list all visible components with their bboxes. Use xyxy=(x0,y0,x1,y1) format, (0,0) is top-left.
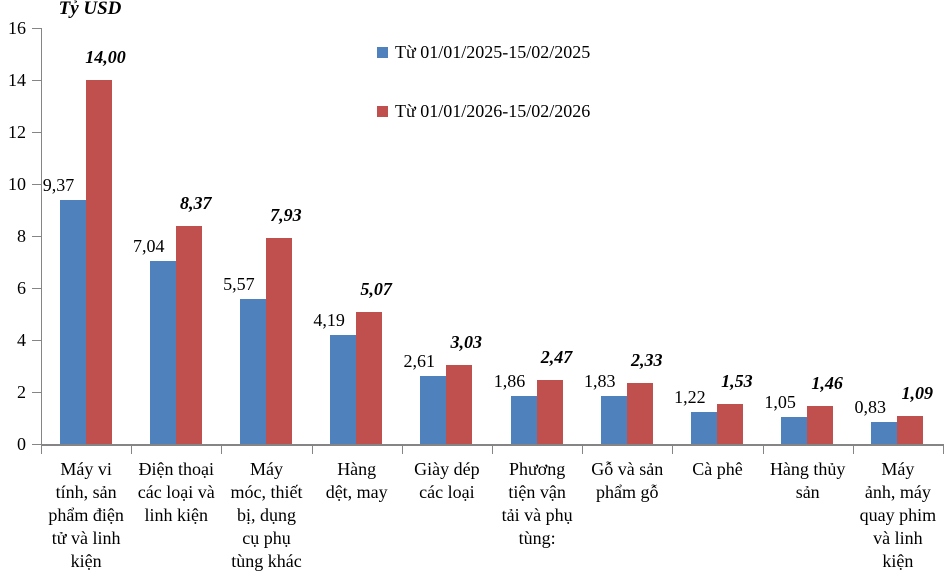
category-axis-label: Giày dép các loại xyxy=(414,459,480,502)
bar-value-label: 2,47 xyxy=(540,346,573,367)
bar-value-label: 0,83 xyxy=(854,397,887,418)
y-axis-tick-label: 10 xyxy=(8,174,26,194)
bar xyxy=(330,335,357,444)
y-axis-tick-label: 14 xyxy=(8,70,26,90)
category-axis-label: Cà phê xyxy=(692,459,743,479)
bar-value-label: 2,61 xyxy=(403,351,436,372)
x-axis-tick xyxy=(41,446,42,454)
y-axis-line xyxy=(41,28,42,444)
category-axis-label: Gỗ và sản phẩm gỗ xyxy=(591,459,664,502)
bar-value-label: 14,00 xyxy=(85,47,126,67)
x-axis-tick xyxy=(852,446,854,454)
bar-value-label: 4,19 xyxy=(313,310,345,331)
bar xyxy=(781,416,808,444)
category-axis-label: Hàng dệt, may xyxy=(325,459,388,502)
legend-label-2025: Từ 01/01/2025-15/02/2025 xyxy=(395,41,591,62)
bar xyxy=(807,406,834,444)
x-axis-tick xyxy=(221,446,223,454)
bar xyxy=(690,412,717,444)
bar-value-label: 5,57 xyxy=(223,274,255,295)
bar-value-label: 9,37 xyxy=(42,175,75,196)
bar-value-label: 7,93 xyxy=(270,204,302,225)
bar xyxy=(239,299,266,444)
y-axis-tick xyxy=(32,392,41,393)
bar-value-label: 1,46 xyxy=(811,373,843,394)
x-axis-tick xyxy=(311,446,313,454)
category-axis-label: Phương tiện vận tải và phụ tùng: xyxy=(501,459,573,548)
bar-value-label: 8,37 xyxy=(179,193,212,214)
y-axis-tick-label: 8 xyxy=(17,226,26,246)
bar xyxy=(536,379,563,444)
bar-value-label: 1,09 xyxy=(901,382,934,403)
bar-value-label: 1,83 xyxy=(583,371,616,392)
bar xyxy=(510,395,537,444)
x-axis-line xyxy=(41,444,944,446)
x-axis-tick xyxy=(131,446,133,454)
bar-value-label: 5,07 xyxy=(360,279,392,300)
bar xyxy=(420,376,447,444)
y-axis-tick-label: 12 xyxy=(8,122,26,142)
y-axis-tick xyxy=(32,236,41,237)
bar xyxy=(85,80,112,444)
bar xyxy=(446,365,473,444)
y-axis-tick xyxy=(32,28,41,29)
bar-value-label: 1,05 xyxy=(764,391,796,412)
category-axis-label: Hàng thủy sản xyxy=(769,459,846,502)
bar-value-label: 1,22 xyxy=(674,387,706,408)
bar-value-label: 1,86 xyxy=(493,370,526,391)
y-axis-tick-label: 16 xyxy=(8,18,26,38)
y-axis-tick-label: 2 xyxy=(17,382,26,402)
x-axis-tick xyxy=(401,446,403,454)
category-axis-label: Điện thoại các loại và linh kiện xyxy=(137,459,215,525)
y-axis-tick xyxy=(32,80,41,81)
y-axis-tick xyxy=(32,184,41,185)
x-axis-tick xyxy=(672,446,674,454)
bar xyxy=(600,396,627,444)
bar xyxy=(59,200,86,444)
y-axis-tick-label: 4 xyxy=(17,330,26,350)
x-axis-tick xyxy=(582,446,584,454)
y-axis-tick-label: 6 xyxy=(17,278,26,298)
bar xyxy=(897,415,924,444)
legend-swatch-blue-icon xyxy=(377,46,388,58)
bar xyxy=(265,237,292,444)
bar xyxy=(149,260,176,444)
legend-swatch-red-icon xyxy=(377,105,388,117)
bar xyxy=(871,422,898,444)
bar-value-label: 7,04 xyxy=(132,235,165,256)
bar xyxy=(175,226,202,444)
y-axis-tick xyxy=(32,288,41,289)
bar-value-label: 3,03 xyxy=(450,332,483,353)
y-axis-tick xyxy=(32,444,41,445)
legend-label-2026: Từ 01/01/2026-15/02/2026 xyxy=(395,100,591,121)
y-axis-title: Tỷ USD xyxy=(58,0,122,19)
legend-item-2025: Từ 01/01/2025-15/02/2025 xyxy=(377,41,591,62)
category-axis-label: Máy ảnh, máy quay phim và linh kiện xyxy=(859,459,937,571)
category-axis-label: Máy vi tính, sản phẩm điện tử và linh ki… xyxy=(48,459,124,571)
bar xyxy=(356,312,383,444)
y-axis-tick-label: 0 xyxy=(17,434,26,454)
y-axis-tick xyxy=(32,132,41,133)
legend-item-2026: Từ 01/01/2026-15/02/2026 xyxy=(377,100,591,121)
x-axis-tick xyxy=(492,446,493,454)
bar xyxy=(716,404,743,444)
bar xyxy=(626,383,653,444)
category-axis-label: Máy móc, thiết bị, dụng cụ phụ tùng khác xyxy=(230,459,303,571)
bar-value-label: 2,33 xyxy=(630,350,663,371)
x-axis-tick xyxy=(762,446,764,454)
y-axis-tick xyxy=(32,340,41,341)
bar-value-label: 1,53 xyxy=(721,371,753,392)
